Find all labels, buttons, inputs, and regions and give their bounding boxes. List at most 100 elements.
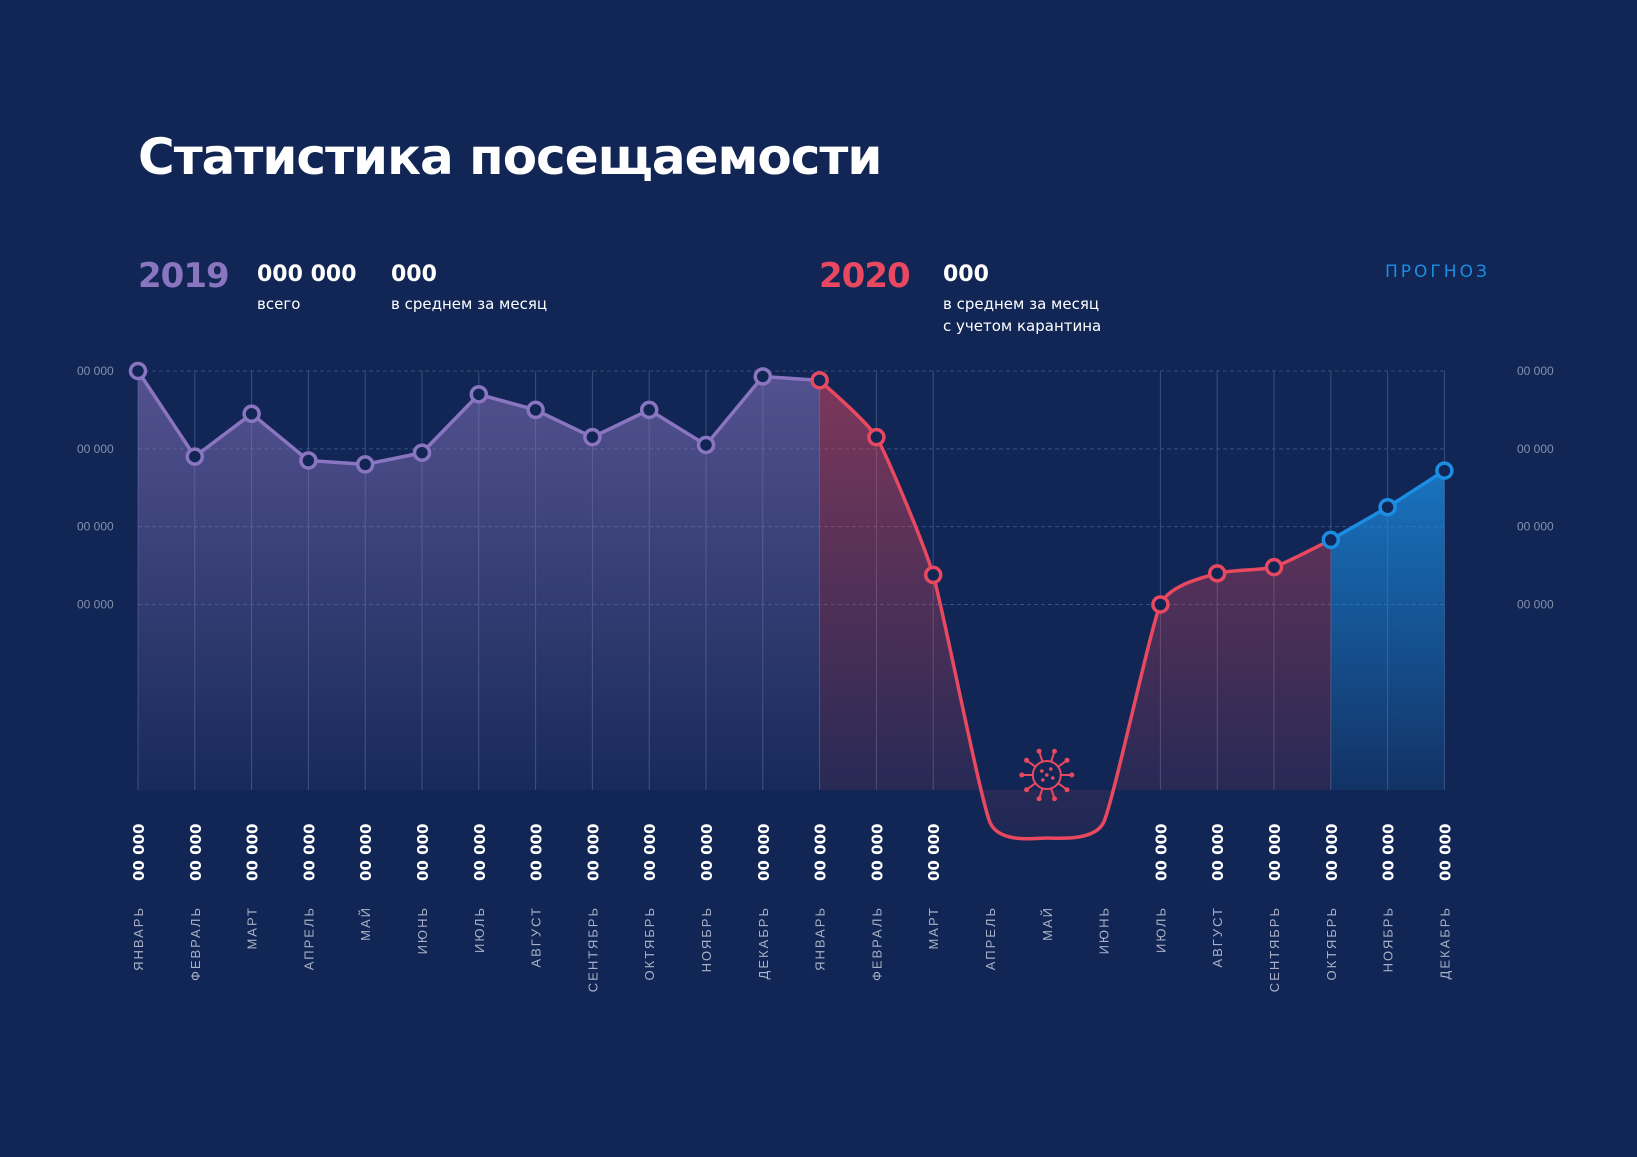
virus-spike-tip [1064, 787, 1070, 793]
virus-spike-tip [1064, 757, 1070, 763]
data-point[interactable] [1207, 564, 1227, 583]
data-point[interactable] [867, 427, 886, 447]
average-value-2020: 000 [943, 262, 989, 287]
y-tick-label-right: 00 000 [1517, 598, 1554, 612]
stats-2019-total: 000 000 всего [257, 262, 357, 315]
average-label-2019: в среднем за месяц [391, 295, 548, 313]
virus-spike-tip [1019, 772, 1025, 778]
month-label: ЯНВАРЬ [131, 906, 146, 971]
virus-dot [1040, 769, 1044, 773]
month-label: ДЕКАБРЬ [1437, 906, 1452, 979]
stats-2019-year: 2019 [138, 256, 230, 296]
data-point[interactable] [412, 443, 432, 462]
year-2019-label: 2019 [138, 256, 230, 296]
virus-dot [1049, 767, 1053, 771]
virus-spike-tip [1052, 796, 1058, 802]
data-point[interactable] [1378, 497, 1397, 517]
month-label: СЕНТЯБРЬ [585, 906, 600, 992]
stats-2019-average: 000 в среднем за месяц [391, 262, 547, 315]
virus-spike-tip [1052, 748, 1058, 754]
point-value-label: 00 000 [1380, 824, 1398, 881]
point-value-label: 00 000 [812, 824, 830, 881]
virus-dot [1045, 773, 1049, 777]
data-point[interactable] [526, 400, 545, 420]
average-label-2020: в среднем за месяц с учетом карантина [943, 293, 1101, 337]
point-value-label: 00 000 [584, 824, 602, 881]
data-point[interactable] [469, 385, 489, 404]
point-value-label: 00 000 [1436, 824, 1454, 881]
data-point[interactable] [583, 427, 602, 447]
point-value-label: 00 000 [641, 824, 659, 881]
month-label: ДЕКАБРЬ [756, 906, 771, 979]
point-value-label: 00 000 [698, 824, 716, 881]
month-label: ФЕВРАЛЬ [188, 906, 203, 981]
data-point[interactable] [639, 400, 659, 420]
y-tick-label-right: 00 000 [1517, 442, 1554, 456]
y-tick-label-left: 00 000 [77, 442, 114, 456]
virus-spike-tip [1024, 787, 1030, 793]
point-value-label: 00 000 [187, 824, 205, 881]
data-point[interactable] [696, 435, 716, 455]
data-point[interactable] [185, 447, 205, 466]
point-value-label: 00 000 [244, 824, 262, 881]
data-point[interactable] [923, 565, 943, 585]
month-label: АПРЕЛЬ [983, 906, 998, 970]
data-point[interactable] [810, 371, 829, 390]
point-value-label: 00 000 [925, 824, 943, 881]
y-tick-label-right: 00 000 [1517, 364, 1554, 378]
month-label: АВГУСТ [529, 906, 544, 968]
point-value-label: 00 000 [130, 824, 148, 881]
month-label: ИЮНЬ [1097, 906, 1112, 954]
data-point[interactable] [242, 404, 261, 424]
point-value-label: 00 000 [1266, 824, 1284, 881]
virus-spike-tip [1036, 796, 1042, 802]
month-label: АВГУСТ [1210, 906, 1225, 968]
data-point[interactable] [1264, 557, 1284, 577]
month-label: НОЯБРЬ [699, 906, 714, 972]
virus-dot [1051, 776, 1055, 780]
month-label: НОЯБРЬ [1381, 906, 1396, 972]
point-value-label: 00 000 [414, 824, 432, 881]
data-point[interactable] [1435, 461, 1454, 480]
point-value-label: 00 000 [868, 824, 886, 881]
data-point[interactable] [1151, 595, 1170, 614]
y-tick-label-left: 00 000 [77, 520, 114, 534]
month-label: ОКТЯБРЬ [642, 906, 657, 980]
data-point[interactable] [299, 451, 318, 470]
month-label: ИЮЛЬ [1153, 906, 1168, 953]
month-label: ИЮНЬ [415, 906, 430, 954]
virus-spike-tip [1036, 748, 1042, 754]
month-label: МАЙ [358, 906, 373, 941]
area-forecast [1330, 470, 1445, 790]
point-value-label: 00 000 [1323, 824, 1341, 881]
area-2020 [819, 380, 1331, 839]
year-2020-label: 2020 [819, 256, 911, 296]
forecast-label: ПРОГНОЗ [1385, 262, 1490, 282]
point-value-label: 00 000 [755, 824, 773, 881]
y-tick-label-left: 00 000 [77, 598, 114, 612]
point-value-label: 00 000 [528, 824, 546, 881]
virus-spike-tip [1069, 772, 1075, 778]
month-label: ИЮЛЬ [472, 906, 487, 953]
stats-2020-average: 000 в среднем за месяц с учетом карантин… [943, 262, 1101, 337]
average-value-2019: 000 [391, 262, 437, 287]
page-title: Статистика посещаемости [138, 128, 882, 186]
data-point[interactable] [753, 367, 773, 386]
data-point[interactable] [1321, 530, 1341, 550]
data-point[interactable] [128, 361, 148, 381]
month-label: АПРЕЛЬ [301, 906, 316, 970]
virus-icon [1019, 748, 1075, 802]
average-label-2020-line2: с учетом карантина [943, 317, 1102, 335]
data-point[interactable] [355, 455, 375, 474]
month-label: ЯНВАРЬ [813, 906, 828, 971]
point-value-label: 00 000 [471, 824, 489, 881]
y-tick-label-right: 00 000 [1517, 520, 1554, 534]
point-value-label: 00 000 [300, 824, 318, 881]
point-value-label: 00 000 [1152, 824, 1170, 881]
month-label: МАРТ [245, 906, 260, 950]
virus-spike-tip [1024, 757, 1030, 763]
virus-dot [1041, 778, 1045, 782]
point-value-label: 00 000 [357, 824, 375, 881]
average-label-2020-line1: в среднем за месяц [943, 295, 1100, 313]
